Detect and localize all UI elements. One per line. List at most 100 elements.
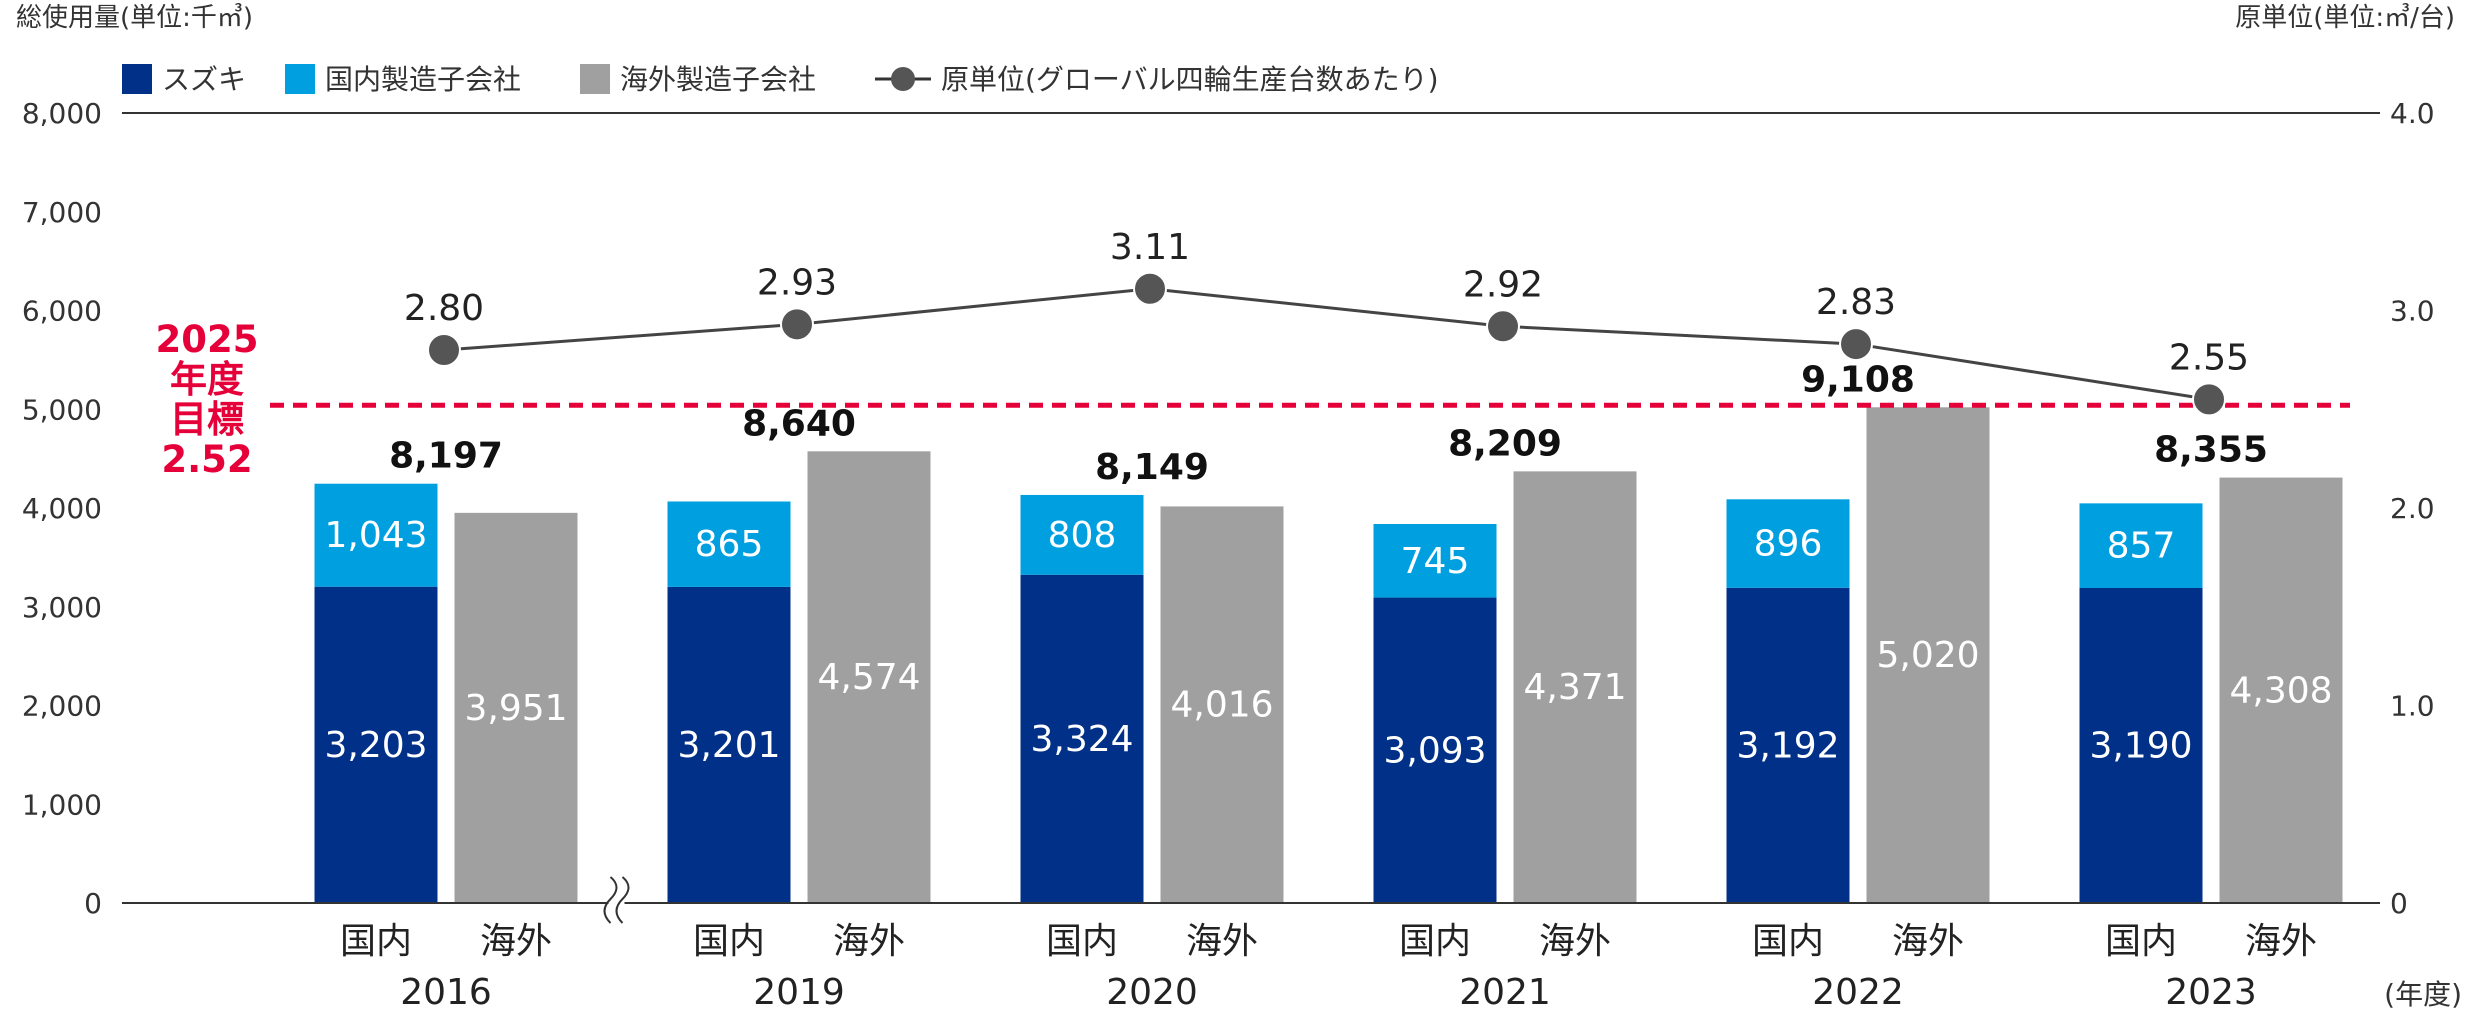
target-label: 目標 xyxy=(170,398,244,441)
y-tick-label: 1,000 xyxy=(22,788,102,821)
intensity-label: 2.80 xyxy=(404,288,484,329)
x-tick-label: 2022 xyxy=(1812,972,1904,1010)
intensity-label: 2.92 xyxy=(1463,264,1543,305)
legend-label-1: 国内製造子会社 xyxy=(325,63,521,96)
bar-suzuki xyxy=(667,586,791,903)
data-label-suzuki: 3,201 xyxy=(677,725,780,766)
axis-break-mark xyxy=(615,876,630,924)
bar-label-overseas: 海外 xyxy=(480,921,552,962)
bar-domestic-subsidiary xyxy=(314,483,438,587)
total-label: 8,355 xyxy=(2154,430,2268,471)
legend-swatch-2 xyxy=(580,64,610,94)
legend-dot-3 xyxy=(891,67,915,91)
data-label-domestic: 857 xyxy=(2107,526,2176,567)
data-label-domestic: 745 xyxy=(1401,541,1470,582)
axis-break-gap xyxy=(608,875,625,933)
bar-label-domestic: 国内 xyxy=(693,921,765,962)
x-tick-label: 2020 xyxy=(1106,972,1198,1010)
bar-suzuki xyxy=(1373,597,1497,903)
total-label: 8,640 xyxy=(742,403,856,444)
y-tick-label: 7,000 xyxy=(22,196,102,229)
y2-tick-label: 3.0 xyxy=(2390,295,2435,328)
total-label: 8,197 xyxy=(389,436,503,477)
bar-label-domestic: 国内 xyxy=(340,921,412,962)
data-label-domestic: 808 xyxy=(1048,515,1117,556)
bar-domestic-subsidiary xyxy=(1020,494,1144,575)
bar-overseas-subsidiary xyxy=(1866,407,1990,903)
y2-tick-label: 1.0 xyxy=(2390,690,2435,723)
right-axis-title: 原単位(単位:㎥/台) xyxy=(2235,3,2455,33)
data-label-domestic: 896 xyxy=(1754,524,1823,565)
y-tick-label: 5,000 xyxy=(22,393,102,426)
intensity-point xyxy=(1133,271,1167,306)
bar-overseas-subsidiary xyxy=(1513,471,1637,903)
y-tick-label: 8,000 xyxy=(22,97,102,130)
bar-domestic-subsidiary xyxy=(2079,503,2203,588)
left-axis-title: 総使用量(単位:千㎥) xyxy=(16,3,253,33)
data-label-suzuki: 3,190 xyxy=(2089,725,2192,766)
data-label-overseas: 4,016 xyxy=(1170,685,1273,726)
data-label-domestic: 1,043 xyxy=(324,515,427,556)
intensity-point xyxy=(1486,309,1520,344)
y-tick-label: 3,000 xyxy=(22,591,102,624)
legend-swatch-0 xyxy=(122,64,152,94)
bar-domestic-subsidiary xyxy=(667,501,791,587)
y-tick-label: 6,000 xyxy=(22,295,102,328)
data-label-suzuki: 3,192 xyxy=(1736,725,1839,766)
intensity-point xyxy=(1839,327,1873,362)
bar-overseas-subsidiary xyxy=(2219,477,2343,903)
target-label: 2.52 xyxy=(161,438,252,481)
y-tick-label: 0 xyxy=(84,887,102,920)
intensity-point xyxy=(2192,382,2226,417)
y-tick-label: 4,000 xyxy=(22,492,102,525)
total-label: 8,149 xyxy=(1095,447,1209,488)
data-label-overseas: 5,020 xyxy=(1876,635,1979,676)
data-label-domestic: 865 xyxy=(695,524,764,565)
data-label-overseas: 4,574 xyxy=(817,657,920,698)
x-tick-label: 2016 xyxy=(400,972,492,1010)
y2-tick-label: 4.0 xyxy=(2390,97,2435,130)
bar-overseas-subsidiary xyxy=(454,512,578,903)
y-tick-label: 2,000 xyxy=(22,690,102,723)
intensity-line xyxy=(443,287,2210,401)
legend-label-0: スズキ xyxy=(162,63,246,96)
bar-label-overseas: 海外 xyxy=(2245,921,2317,962)
bar-label-overseas: 海外 xyxy=(1186,921,1258,962)
bar-label-domestic: 国内 xyxy=(1046,921,1118,962)
total-label: 9,108 xyxy=(1801,359,1915,400)
intensity-point xyxy=(427,333,461,367)
target-label: 2025 xyxy=(156,318,259,361)
target-label: 年度 xyxy=(170,358,244,401)
intensity-label: 2.55 xyxy=(2169,337,2249,378)
bar-label-overseas: 海外 xyxy=(1539,921,1611,962)
bar-domestic-subsidiary xyxy=(1373,523,1497,598)
data-label-suzuki: 3,324 xyxy=(1030,719,1133,760)
bar-overseas-subsidiary xyxy=(1160,506,1284,903)
total-label: 8,209 xyxy=(1448,423,1562,464)
axis-break-mark xyxy=(603,876,618,924)
data-label-overseas: 3,951 xyxy=(464,688,567,729)
intensity-label: 2.93 xyxy=(757,262,837,303)
bar-suzuki xyxy=(314,586,438,903)
bar-label-domestic: 国内 xyxy=(2105,921,2177,962)
legend-swatch-1 xyxy=(285,64,315,94)
intensity-point xyxy=(780,307,814,342)
x-tick-label: 2019 xyxy=(753,972,845,1010)
y2-tick-label: 0 xyxy=(2390,887,2408,920)
bar-domestic-subsidiary xyxy=(1726,499,1850,588)
data-label-overseas: 4,308 xyxy=(2229,670,2332,711)
y2-tick-label: 2.0 xyxy=(2390,492,2435,525)
legend-label-3: 原単位(グローバル四輪生産台数あたり) xyxy=(941,63,1439,96)
intensity-label: 3.11 xyxy=(1110,227,1190,268)
x-unit-label: (年度) xyxy=(2384,978,2462,1010)
bar-label-overseas: 海外 xyxy=(833,921,905,962)
data-label-suzuki: 3,093 xyxy=(1383,730,1486,771)
bar-label-domestic: 国内 xyxy=(1752,921,1824,962)
x-tick-label: 2021 xyxy=(1459,972,1551,1010)
data-label-suzuki: 3,203 xyxy=(324,725,427,766)
bar-suzuki xyxy=(2079,587,2203,903)
data-label-overseas: 4,371 xyxy=(1523,667,1626,708)
bar-suzuki xyxy=(1726,587,1850,903)
x-tick-label: 2023 xyxy=(2165,972,2257,1010)
